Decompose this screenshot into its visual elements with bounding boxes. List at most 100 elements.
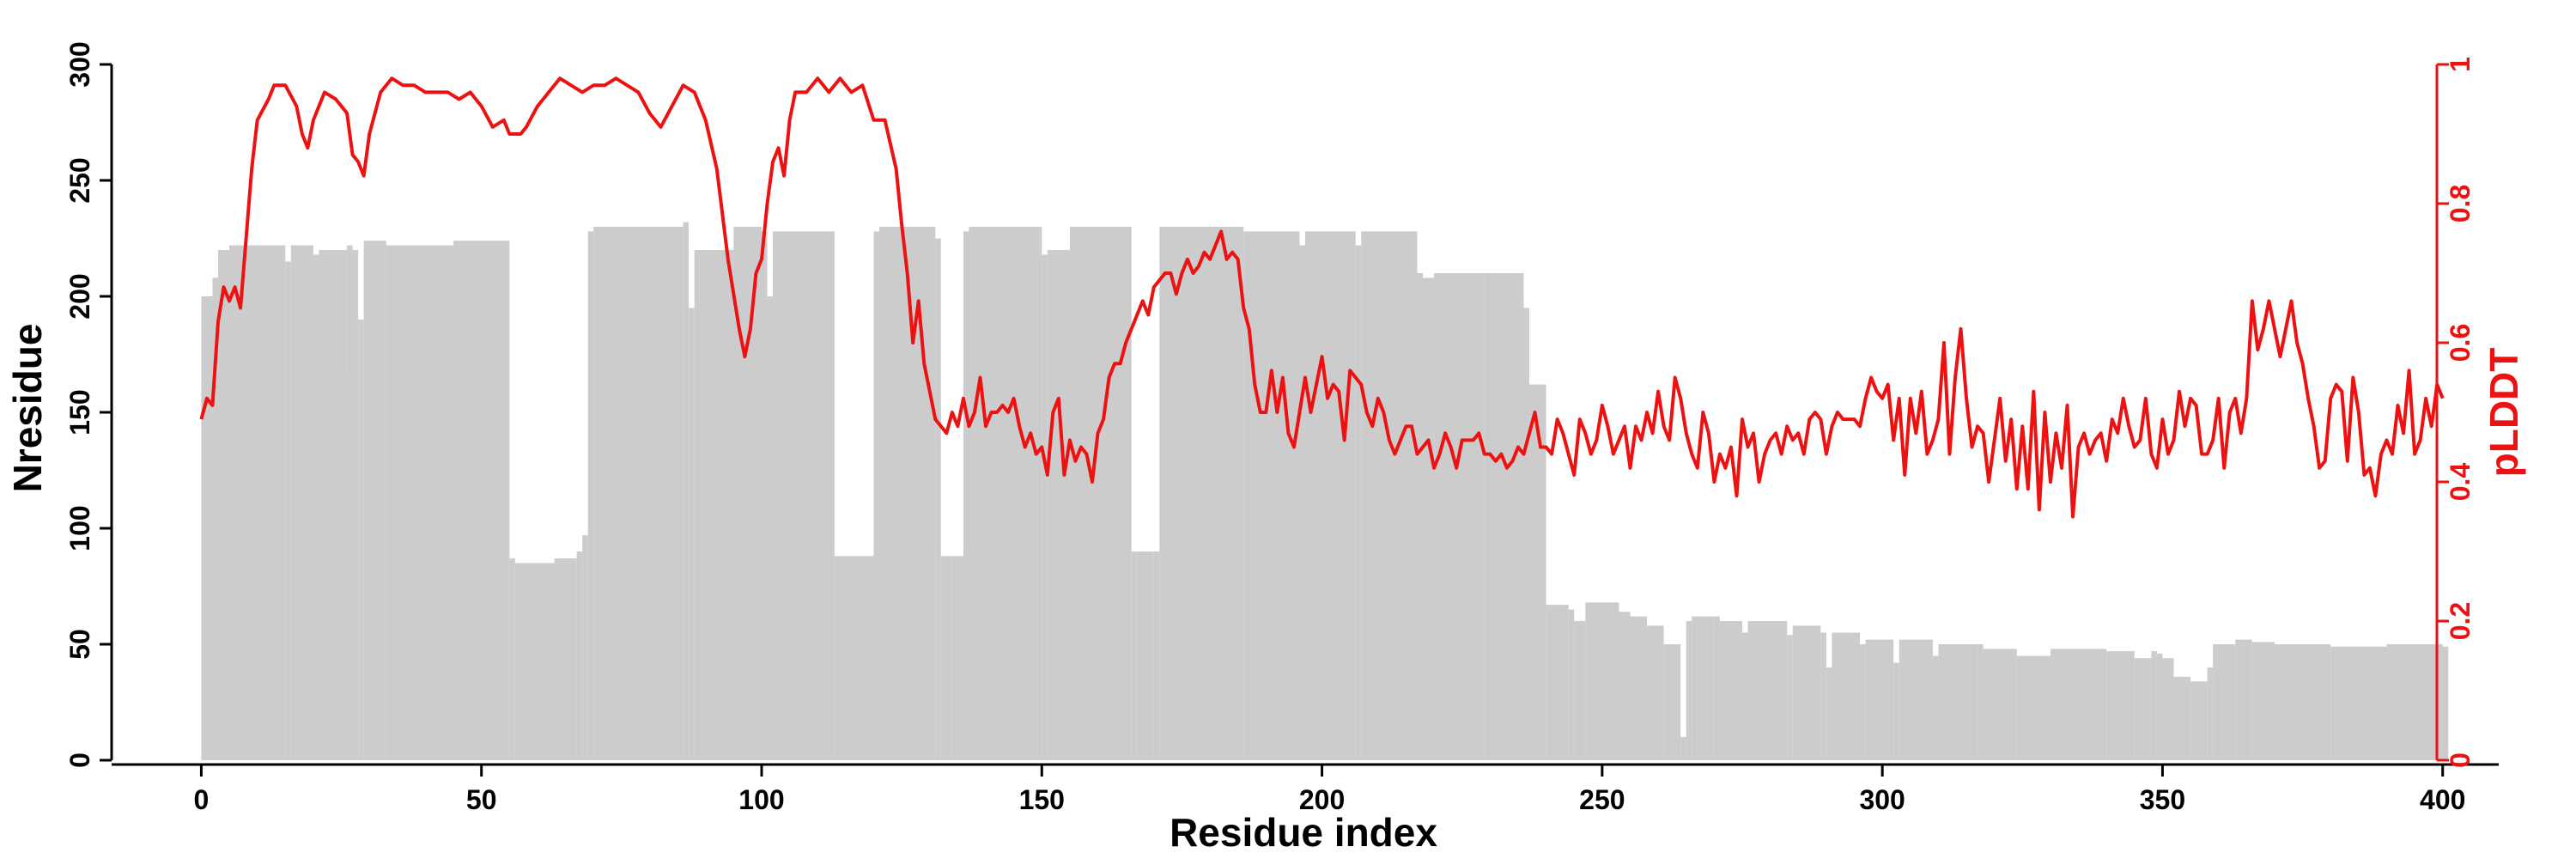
bar <box>2156 653 2163 760</box>
bar <box>1680 737 1686 760</box>
bar <box>1978 644 1984 760</box>
bar <box>1832 632 1861 760</box>
bar <box>935 238 941 760</box>
bar <box>1047 250 1070 760</box>
bar <box>1417 273 1424 760</box>
y-axis-right-title: pLDDT <box>2482 348 2526 478</box>
bar <box>1361 231 1418 760</box>
bar <box>2442 646 2449 760</box>
bar <box>1619 612 1631 760</box>
x-tick-label: 200 <box>1299 784 1345 815</box>
bar <box>1899 639 1933 760</box>
bar <box>1131 551 1138 760</box>
y-left-tick-label: 300 <box>64 41 95 87</box>
bar <box>1568 609 1575 760</box>
y-left-tick-label: 150 <box>64 389 95 435</box>
x-tick-label: 400 <box>2420 784 2465 815</box>
bar <box>587 231 594 760</box>
line-layer <box>199 76 2445 519</box>
bar <box>582 535 588 760</box>
bar <box>1983 649 2017 760</box>
bar <box>969 227 1042 760</box>
y-left-tick-label: 0 <box>64 752 95 768</box>
bar <box>1585 602 1619 760</box>
bar <box>1434 273 1485 760</box>
bar <box>1243 231 1300 760</box>
bar <box>1826 667 1832 760</box>
bar <box>2173 676 2191 760</box>
x-tick-label: 150 <box>1019 784 1065 815</box>
y-left-tick-label: 250 <box>64 157 95 203</box>
bar <box>683 222 690 761</box>
bar <box>2235 639 2252 760</box>
bar <box>773 231 835 760</box>
bar <box>2386 644 2443 760</box>
bar <box>386 245 454 761</box>
bar <box>1042 254 1048 760</box>
bar <box>2330 646 2387 760</box>
y-right-tick-label: 1 <box>2445 57 2476 72</box>
y-right-tick-label: 0.4 <box>2445 463 2476 502</box>
bar <box>514 563 555 760</box>
y-right-tick-label: 0 <box>2445 752 2476 768</box>
x-tick-label: 50 <box>466 784 497 815</box>
y-left-tick-label: 100 <box>64 505 95 551</box>
bar <box>453 241 510 760</box>
bar <box>694 250 734 760</box>
bar <box>1686 621 1692 760</box>
y-right-tick-label: 0.8 <box>2445 185 2476 222</box>
bar <box>1719 621 1743 760</box>
bar <box>2190 681 2208 760</box>
x-tick-label: 350 <box>2140 784 2185 815</box>
x-tick-label: 250 <box>1579 784 1625 815</box>
bar <box>1692 616 1715 760</box>
bar <box>2207 667 2214 760</box>
bar <box>834 556 874 760</box>
bar <box>940 556 952 760</box>
bar <box>879 227 936 760</box>
bar <box>951 556 963 760</box>
bar <box>347 377 353 760</box>
bar <box>733 227 762 760</box>
bar <box>1137 551 1154 760</box>
bar <box>1153 551 1160 760</box>
bar <box>290 245 313 761</box>
bar <box>358 320 364 760</box>
bar <box>1938 644 1978 760</box>
bar <box>2274 644 2331 760</box>
bar <box>229 245 286 761</box>
bar <box>554 558 577 760</box>
bar <box>1714 616 1720 760</box>
bar <box>1932 655 1939 760</box>
bar <box>576 551 583 760</box>
bar-layer <box>201 222 2449 761</box>
bar <box>1630 616 1648 760</box>
bar <box>1523 308 1530 760</box>
bar <box>2151 651 2157 760</box>
x-tick-label: 100 <box>738 784 784 815</box>
bar <box>873 231 880 760</box>
bar <box>2134 658 2152 760</box>
bar <box>1299 245 1305 761</box>
bar <box>1546 605 1569 760</box>
bar <box>1529 384 1546 760</box>
bar <box>1484 273 1524 760</box>
y-right-tick-label: 0.2 <box>2445 602 2476 640</box>
bar <box>689 308 695 760</box>
x-axis-title: Residue index <box>1170 810 1437 855</box>
y-left-tick-label: 200 <box>64 273 95 319</box>
bar <box>593 227 683 760</box>
bar <box>1423 277 1435 760</box>
bar <box>212 277 218 760</box>
bar <box>1820 632 1826 760</box>
bar <box>352 250 359 760</box>
bar <box>1647 625 1664 760</box>
bar <box>2251 642 2275 760</box>
bar <box>363 241 386 760</box>
y-axis-left-title: Nresidue <box>5 324 50 493</box>
x-tick-label: 0 <box>194 784 210 815</box>
bar <box>1865 639 1894 760</box>
x-tick-label: 300 <box>1859 784 1905 815</box>
bar <box>963 231 969 760</box>
